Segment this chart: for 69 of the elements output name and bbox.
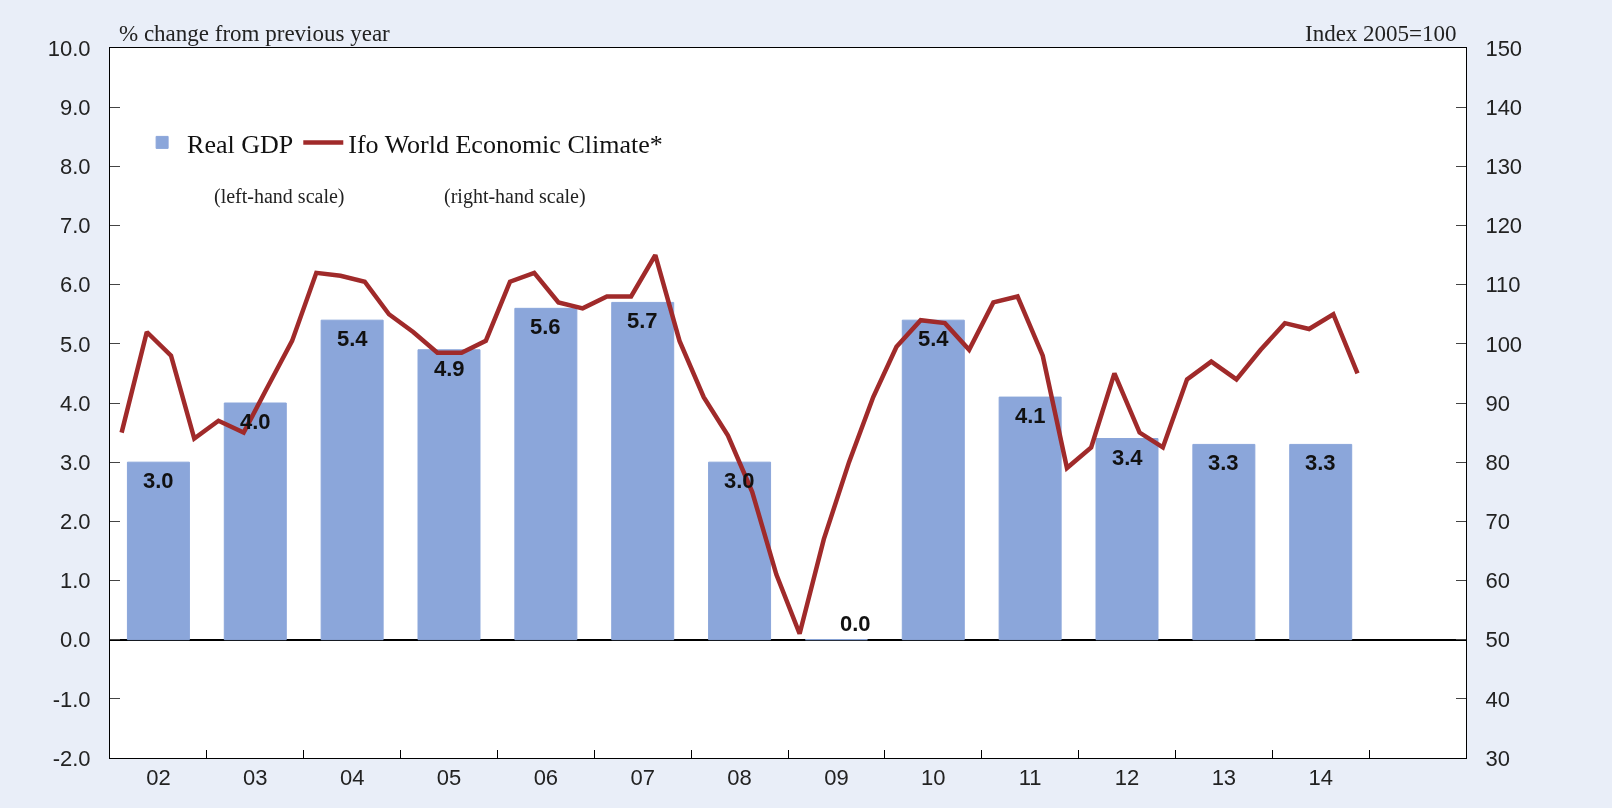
annotation: (left-hand scale) <box>214 185 345 208</box>
y2-tick-label: 130 <box>1485 154 1523 180</box>
y-tick-label: 5.0 <box>60 331 91 357</box>
bar <box>998 396 1062 641</box>
bar <box>514 307 578 641</box>
y-tick-label: 1.0 <box>60 568 91 594</box>
y-tick-label: -2.0 <box>52 745 91 771</box>
data-label: 3.3 <box>1208 450 1239 475</box>
x-tick-label: 09 <box>824 765 849 791</box>
y-tick-label: 0.0 <box>60 627 91 653</box>
y2-tick-label: 70 <box>1485 509 1510 535</box>
y-tick-label: 8.0 <box>60 154 91 180</box>
bar <box>126 461 190 641</box>
bar <box>1289 443 1353 641</box>
y2-tick-label: 60 <box>1485 568 1510 594</box>
bar <box>223 402 287 641</box>
y-tick-label: 9.0 <box>60 94 91 120</box>
y2-tick-label: 100 <box>1485 331 1523 357</box>
x-tick-label: 08 <box>727 765 752 791</box>
bar <box>708 461 772 641</box>
y-tick-label: 6.0 <box>60 272 91 298</box>
y-tick-label: 10.0 <box>47 35 91 61</box>
bar <box>901 319 965 641</box>
data-label: 0.0 <box>840 611 871 636</box>
data-label: 3.4 <box>1112 445 1144 470</box>
x-tick-label: 06 <box>533 765 559 791</box>
data-label: 3.3 <box>1305 450 1336 475</box>
y-tick-label: 3.0 <box>60 449 91 475</box>
legend-label: Real GDP <box>187 129 294 159</box>
bar <box>1192 443 1256 641</box>
x-tick-label: 05 <box>436 765 462 791</box>
y2-tick-label: 120 <box>1485 213 1523 239</box>
data-label: 5.4 <box>337 326 369 351</box>
bar <box>320 319 384 641</box>
data-label: 5.6 <box>530 314 561 339</box>
bar <box>611 301 675 641</box>
x-tick-label: 02 <box>146 765 171 791</box>
x-tick-label: 10 <box>921 765 946 791</box>
x-tick-label: 07 <box>630 765 655 791</box>
y-axis-title: % change from previous year <box>119 21 391 46</box>
data-label: 5.4 <box>918 326 950 351</box>
y2-axis-title: Index 2005=100 <box>1305 21 1457 46</box>
x-tick-label: 11 <box>1018 765 1042 791</box>
y2-tick-label: 80 <box>1485 449 1510 475</box>
data-label: 4.9 <box>434 356 465 381</box>
y2-tick-label: 140 <box>1485 94 1523 120</box>
line-series <box>119 252 1360 636</box>
bar <box>1095 438 1159 641</box>
x-tick-label: 04 <box>339 765 365 791</box>
y2-tick-label: 90 <box>1485 390 1510 416</box>
y2-tick-label: 30 <box>1485 745 1510 771</box>
y2-tick-label: 40 <box>1485 686 1510 712</box>
x-tick-label: 13 <box>1211 765 1237 791</box>
data-label: 3.0 <box>143 468 174 493</box>
y2-tick-label: 150 <box>1485 35 1523 61</box>
x-tick-label: 03 <box>243 765 268 791</box>
y2-tick-label: 110 <box>1485 272 1521 298</box>
legend-label: Ifo World Economic Climate* <box>348 129 663 159</box>
y-tick-label: 2.0 <box>60 509 91 535</box>
y-tick-label: 7.0 <box>60 213 91 239</box>
bar <box>417 349 481 641</box>
y-tick-label: 4.0 <box>60 390 91 416</box>
data-label: 5.7 <box>627 308 658 333</box>
x-tick-label: 14 <box>1308 765 1333 791</box>
y-tick-label: -1.0 <box>52 686 91 712</box>
annotation: (right-hand scale) <box>444 185 586 208</box>
data-label: 4.1 <box>1015 403 1046 428</box>
y2-tick-label: 50 <box>1485 627 1510 653</box>
x-tick-label: 12 <box>1114 765 1140 791</box>
